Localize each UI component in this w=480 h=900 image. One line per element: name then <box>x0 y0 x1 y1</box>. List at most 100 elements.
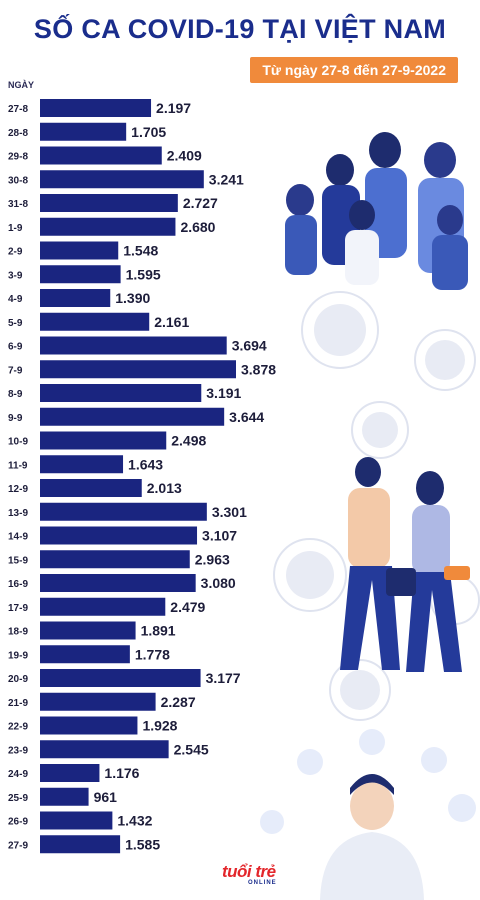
bar <box>40 336 227 355</box>
value-label: 3.191 <box>206 385 241 401</box>
value-label: 1.548 <box>123 243 158 259</box>
value-label: 1.176 <box>104 765 139 781</box>
value-label: 1.595 <box>126 266 161 282</box>
value-label: 1.705 <box>131 124 166 140</box>
value-label: 2.680 <box>180 219 215 235</box>
value-label: 2.287 <box>161 694 196 710</box>
value-label: 2.013 <box>147 480 182 496</box>
value-label: 2.963 <box>195 551 230 567</box>
bar <box>40 384 202 402</box>
value-label: 3.878 <box>241 361 276 377</box>
value-label: 2.197 <box>156 100 191 116</box>
category-label: 6-9 <box>8 342 23 353</box>
category-label: 24-9 <box>8 769 28 780</box>
bar <box>40 740 169 759</box>
value-label: 2.727 <box>183 195 218 211</box>
bar <box>40 479 142 497</box>
category-label: 12-9 <box>8 484 28 495</box>
category-label: 14-9 <box>8 532 28 543</box>
bar <box>40 645 130 664</box>
bar <box>40 431 167 450</box>
publisher-logo-sub: ONLINE <box>248 880 277 886</box>
bar <box>40 811 113 830</box>
value-label: 2.498 <box>171 433 206 449</box>
category-label: 17-9 <box>8 603 28 614</box>
value-label: 2.161 <box>154 314 189 330</box>
bar <box>40 764 100 782</box>
category-label: 11-9 <box>8 460 28 471</box>
category-label: 10-9 <box>8 437 28 448</box>
category-label: 25-9 <box>8 793 28 804</box>
category-label: 26-9 <box>8 817 28 828</box>
bar <box>40 146 162 165</box>
category-label: 4-9 <box>8 294 23 305</box>
value-label: 1.390 <box>115 290 150 306</box>
bar <box>40 360 236 379</box>
bar <box>40 289 111 307</box>
value-label: 1.585 <box>125 836 160 852</box>
publisher-logo: tuổi trẻ <box>222 862 276 881</box>
category-label: 7-9 <box>8 365 23 376</box>
value-label: 3.177 <box>206 670 241 686</box>
value-label: 3.644 <box>229 409 264 425</box>
category-label: 22-9 <box>8 722 28 733</box>
bar <box>40 217 176 236</box>
category-label: 15-9 <box>8 555 28 566</box>
bar <box>40 526 198 545</box>
doctor-illustration <box>260 729 476 900</box>
bar <box>40 550 190 569</box>
category-label: 18-9 <box>8 627 28 638</box>
category-label: 29-8 <box>8 152 28 163</box>
value-label: 1.432 <box>117 813 152 829</box>
category-label: 16-9 <box>8 579 28 590</box>
bar <box>40 122 127 141</box>
value-label: 1.891 <box>141 623 176 639</box>
value-label: 3.080 <box>201 575 236 591</box>
category-label: 23-9 <box>8 745 28 756</box>
bar <box>40 835 121 854</box>
category-label: 2-9 <box>8 247 23 258</box>
category-label: 9-9 <box>8 413 23 424</box>
bar <box>40 502 207 521</box>
category-label: 8-9 <box>8 389 23 400</box>
bar <box>40 787 89 806</box>
value-label: 3.694 <box>232 338 267 354</box>
bar <box>40 170 204 189</box>
value-label: 1.928 <box>142 718 177 734</box>
chart-title: SỐ CA COVID-19 TẠI VIỆT NAM <box>33 14 447 44</box>
category-label: 1-9 <box>8 223 23 234</box>
bar <box>40 265 121 284</box>
bar <box>40 194 178 212</box>
bar <box>40 407 225 426</box>
bar <box>40 716 138 735</box>
crowd-illustration <box>285 132 468 290</box>
value-label: 3.241 <box>209 171 244 187</box>
category-label: 13-9 <box>8 508 28 519</box>
bar <box>40 312 150 331</box>
value-label: 3.107 <box>202 528 237 544</box>
bar <box>40 99 152 117</box>
y-axis-label: NGÀY <box>8 80 35 90</box>
value-label: 1.643 <box>128 456 163 472</box>
value-label: 1.778 <box>135 646 170 662</box>
couple-illustration <box>340 457 470 672</box>
category-label: 19-9 <box>8 650 28 661</box>
category-label: 31-8 <box>8 199 28 210</box>
category-label: 20-9 <box>8 674 28 685</box>
category-label: 27-9 <box>8 840 28 851</box>
bar <box>40 621 136 640</box>
category-label: 28-8 <box>8 128 28 139</box>
value-label: 2.545 <box>174 741 209 757</box>
category-label: 21-9 <box>8 698 28 709</box>
bar <box>40 455 124 474</box>
date-range-badge: Từ ngày 27-8 đến 27-9-2022 <box>250 57 458 83</box>
value-label: 2.409 <box>167 148 202 164</box>
category-label: 27-8 <box>8 104 28 115</box>
category-label: 5-9 <box>8 318 23 329</box>
category-label: 3-9 <box>8 270 23 281</box>
category-label: 30-8 <box>8 175 28 186</box>
bar <box>40 574 196 592</box>
value-label: 961 <box>94 789 118 805</box>
